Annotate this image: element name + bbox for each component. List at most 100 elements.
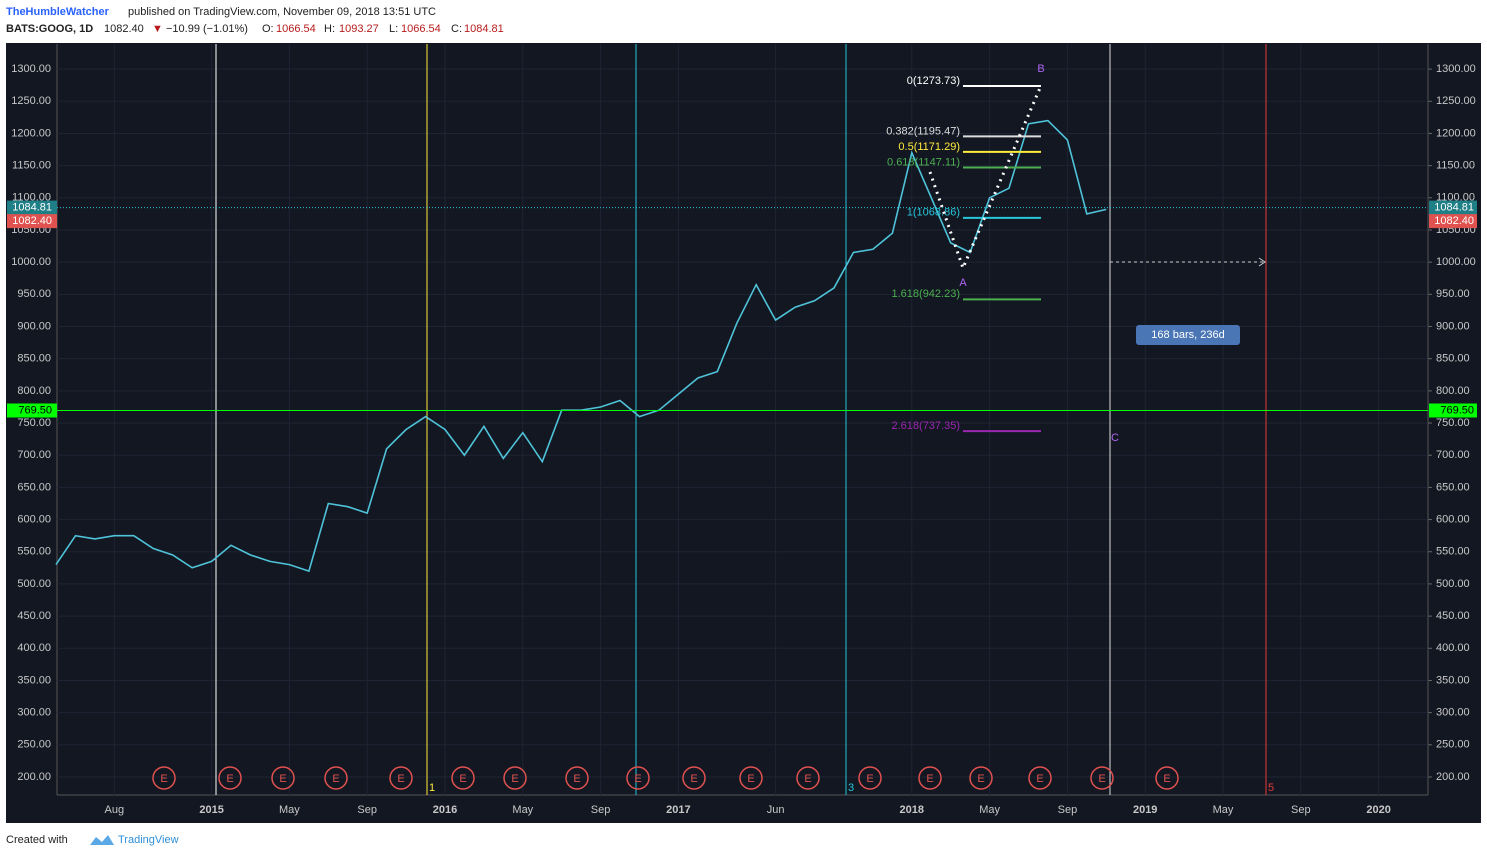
y-tick-label-right: 900.00 — [1436, 320, 1470, 332]
y-tick-label-right: 550.00 — [1436, 546, 1470, 558]
y-tick-label: 700.00 — [17, 449, 51, 461]
price-tag-right — [1429, 403, 1477, 418]
earnings-label: E — [977, 773, 984, 785]
footer-brand[interactable]: TradingView — [118, 834, 179, 846]
earnings-marker[interactable] — [324, 766, 348, 790]
price-tag — [7, 214, 57, 229]
fib-label: 0.5(1171.29) — [898, 141, 960, 153]
y-tick-label: 1250.00 — [11, 95, 51, 107]
x-tick-label: May — [279, 804, 300, 816]
price-tag-label-right: 1082.40 — [1434, 215, 1474, 227]
price-tag — [7, 200, 57, 215]
earnings-label: E — [926, 773, 933, 785]
y-tick-label: 400.00 — [17, 642, 51, 654]
y-tick-label-right: 500.00 — [1436, 578, 1470, 590]
earnings-marker[interactable] — [918, 766, 942, 790]
y-tick-label: 650.00 — [17, 481, 51, 493]
x-tick-label: 2020 — [1366, 804, 1390, 816]
earnings-label: E — [804, 773, 811, 785]
earnings-label: E — [1163, 773, 1170, 785]
y-tick-label: 450.00 — [17, 610, 51, 622]
y-tick-label-right: 350.00 — [1436, 674, 1470, 686]
earnings-marker[interactable] — [969, 766, 993, 790]
earnings-label: E — [279, 773, 286, 785]
fib-label: 0.618(1147.11) — [887, 156, 960, 168]
price-tag-label: 769.50 — [18, 404, 52, 416]
y-tick-label-right: 200.00 — [1436, 771, 1470, 783]
l-label: L: — [389, 23, 398, 35]
y-tick-label: 250.00 — [17, 739, 51, 751]
earnings-marker[interactable] — [1028, 766, 1052, 790]
y-tick-label: 300.00 — [17, 707, 51, 719]
change: −10.99 (−1.01%) — [166, 23, 248, 35]
earnings-label: E — [634, 773, 641, 785]
earnings-marker[interactable] — [389, 766, 413, 790]
y-tick-label: 1300.00 — [11, 63, 51, 75]
cycle-label: 5 — [1268, 782, 1274, 794]
y-tick-label: 600.00 — [17, 513, 51, 525]
price-tag-label-right: 769.50 — [1440, 404, 1474, 416]
y-tick-label: 200.00 — [17, 771, 51, 783]
earnings-marker[interactable] — [682, 766, 706, 790]
earnings-marker[interactable] — [271, 766, 295, 790]
price-tag-label: 1084.81 — [12, 201, 52, 213]
logo — [90, 835, 114, 845]
y-tick-label-right: 300.00 — [1436, 707, 1470, 719]
y-tick-label: 1000.00 — [11, 256, 51, 268]
y-tick-label-right: 650.00 — [1436, 481, 1470, 493]
y-tick-label-right: 1250.00 — [1436, 95, 1476, 107]
earnings-marker[interactable] — [626, 766, 650, 790]
y-tick-label-right: 750.00 — [1436, 417, 1470, 429]
earnings-marker[interactable] — [152, 766, 176, 790]
earnings-label: E — [332, 773, 339, 785]
earnings-label: E — [160, 773, 167, 785]
last-price: 1082.40 — [104, 23, 144, 35]
y-tick-label-right: 1300.00 — [1436, 63, 1476, 75]
y-tick-label-right: 700.00 — [1436, 449, 1470, 461]
earnings-marker[interactable] — [503, 766, 527, 790]
earnings-marker[interactable] — [1090, 766, 1114, 790]
earnings-marker[interactable] — [451, 766, 475, 790]
fib-label: 2.618(737.35) — [892, 420, 961, 432]
earnings-marker[interactable] — [1155, 766, 1179, 790]
earnings-marker[interactable] — [218, 766, 242, 790]
price-tag-right — [1429, 200, 1477, 215]
earnings-marker[interactable] — [796, 766, 820, 790]
y-tick-label: 750.00 — [17, 417, 51, 429]
cycle-label: 1 — [429, 782, 435, 794]
y-tick-label: 500.00 — [17, 578, 51, 590]
x-tick-label: May — [979, 804, 1000, 816]
earnings-label: E — [1036, 773, 1043, 785]
price-tag — [7, 403, 57, 418]
y-tick-label-right: 450.00 — [1436, 610, 1470, 622]
earnings-label: E — [459, 773, 466, 785]
earnings-marker[interactable] — [739, 766, 763, 790]
measure-box — [1136, 325, 1240, 345]
earnings-label: E — [1098, 773, 1105, 785]
author[interactable]: TheHumbleWatcher — [6, 6, 110, 18]
fib-label: 0.382(1195.47) — [886, 125, 960, 137]
earnings-marker[interactable] — [565, 766, 589, 790]
x-tick-label: Sep — [357, 804, 377, 816]
earnings-marker[interactable] — [858, 766, 882, 790]
published: published on TradingView.com, November 0… — [128, 6, 436, 18]
earnings-label: E — [511, 773, 518, 785]
measure-label: 168 bars, 236d — [1151, 329, 1224, 341]
earnings-label: E — [397, 773, 404, 785]
wave-label: C — [1111, 432, 1119, 444]
wave-label: B — [1037, 63, 1044, 75]
x-tick-label: 2015 — [199, 804, 223, 816]
y-tick-label-right: 1000.00 — [1436, 256, 1476, 268]
x-tick-label: Sep — [1291, 804, 1311, 816]
symbol: BATS:GOOG, 1D — [6, 23, 93, 35]
close: 1084.81 — [464, 23, 504, 35]
x-tick-label: May — [1213, 804, 1234, 816]
y-tick-label: 1150.00 — [12, 160, 51, 172]
x-tick-label: Aug — [105, 804, 125, 816]
price-tag-label: 1082.40 — [12, 215, 52, 227]
y-tick-label-right: 850.00 — [1436, 353, 1470, 365]
fib-label: 1.618(942.23) — [892, 288, 961, 300]
y-tick-label: 900.00 — [17, 320, 51, 332]
